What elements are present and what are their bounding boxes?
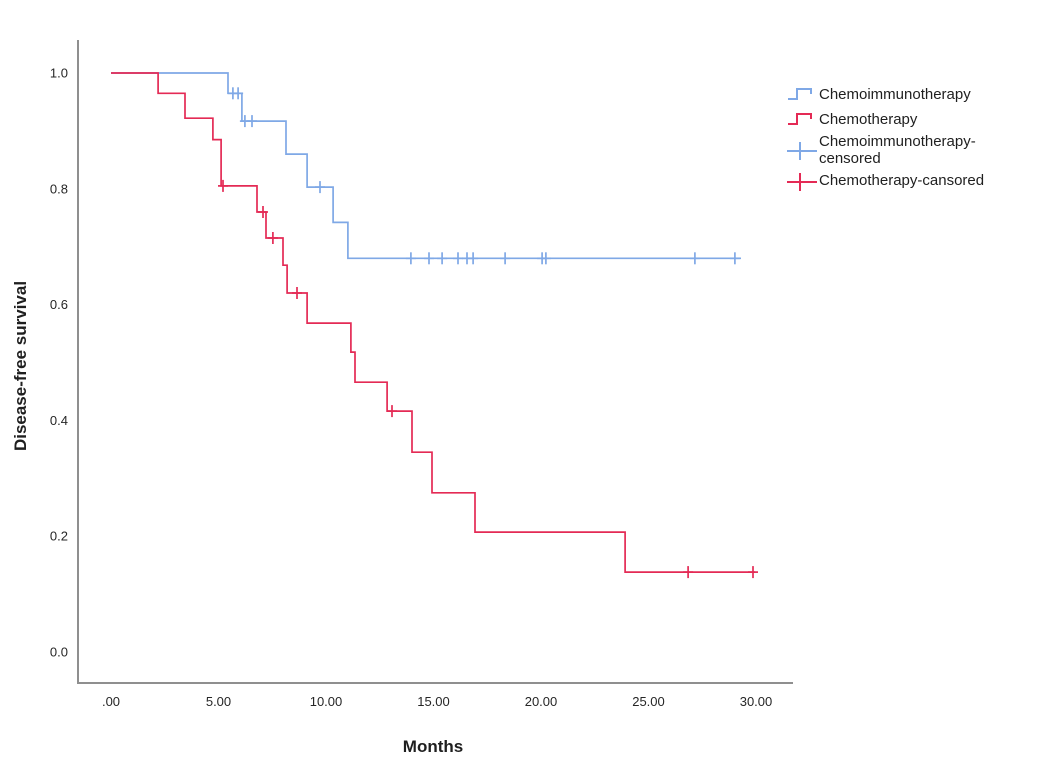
- x-axis-title: Months: [402, 737, 464, 756]
- x-tick-label: 20.00: [525, 694, 558, 709]
- legend-label: Chemotherapy: [819, 110, 918, 128]
- y-tick-label: 0.6: [50, 297, 68, 312]
- legend-item-chemotherapy-censored: Chemotherapy-cansored: [786, 171, 1026, 193]
- y-tick-label: 0.8: [50, 181, 68, 196]
- x-tick-label: 5.00: [206, 694, 231, 709]
- y-axis-title: Disease-free survival: [11, 280, 30, 452]
- legend-label: Chemoimmunotherapy: [819, 85, 971, 103]
- legend-label: Chemoimmunotherapy-censored: [819, 133, 976, 167]
- series-line-chemotherapy: [111, 72, 755, 573]
- legend: Chemoimmunotherapy Chemotherapy Chemoimm…: [786, 84, 1026, 196]
- censored-plus-icon: [787, 141, 817, 160]
- x-tick-label: .00: [102, 694, 120, 709]
- legend-item-chemotherapy: Chemotherapy: [786, 109, 1026, 131]
- x-tick-label: 25.00: [632, 694, 665, 709]
- legend-label: Chemotherapy-cansored: [819, 172, 985, 190]
- legend-item-chemoimmunotherapy: Chemoimmunotherapy: [786, 84, 1026, 106]
- x-tick-label: 30.00: [740, 694, 773, 709]
- y-tick-label: 0.2: [50, 529, 68, 544]
- step-line-icon: [788, 113, 812, 125]
- y-tick-label: 0.4: [50, 413, 68, 428]
- x-tick-label: 15.00: [417, 694, 450, 709]
- series-line-chemoimmunotherapy: [111, 72, 741, 260]
- censored-plus-icon: [787, 172, 817, 191]
- y-tick-label: 0.0: [50, 645, 68, 660]
- x-tick-label: 10.00: [310, 694, 343, 709]
- legend-item-chemoimmunotherapy-censored: Chemoimmunotherapy-censored: [786, 133, 1026, 168]
- y-tick-label: 1.0: [50, 66, 68, 81]
- step-line-icon: [788, 88, 812, 100]
